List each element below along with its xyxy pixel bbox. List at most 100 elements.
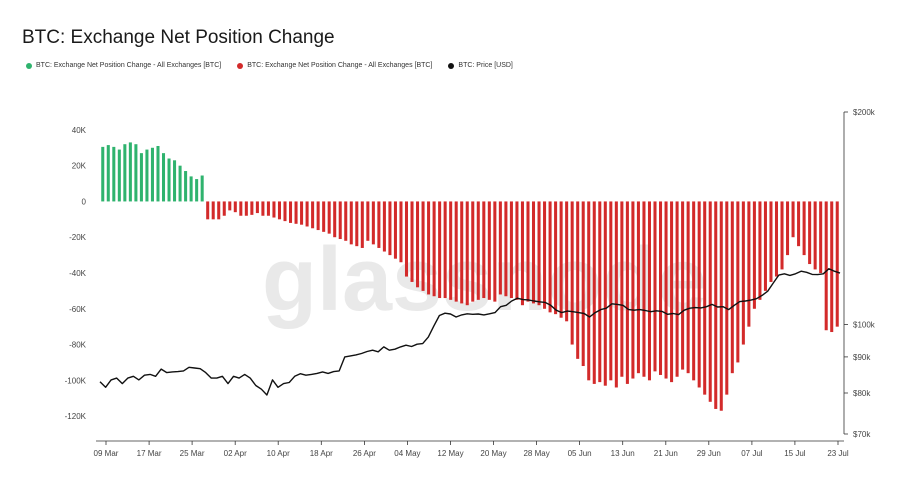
bar (432, 201, 436, 297)
bar (228, 201, 232, 211)
bar (371, 201, 375, 245)
x-tick-label: 26 Apr (353, 449, 376, 458)
bar (653, 201, 657, 372)
bar (128, 142, 132, 202)
y-left-tick-label: 40K (72, 126, 87, 135)
y-left-tick-label: -40K (69, 269, 87, 278)
bar (620, 201, 624, 377)
x-tick-label: 25 Mar (180, 449, 205, 458)
bar (681, 201, 685, 370)
bar (261, 201, 265, 216)
bar (471, 201, 475, 302)
bar (189, 176, 193, 202)
x-tick-label: 18 Apr (310, 449, 333, 458)
legend-item-price[interactable]: BTC: Price [USD] (448, 62, 513, 69)
bar (763, 201, 767, 291)
bar (184, 171, 188, 202)
x-tick-label: 09 Mar (94, 449, 119, 458)
bars-group (101, 142, 839, 411)
bar (106, 145, 110, 202)
bar (311, 201, 315, 229)
bar (460, 201, 464, 304)
y-right-tick-label: $200k (853, 108, 876, 117)
bar (300, 201, 304, 225)
bar (117, 149, 121, 202)
bar (736, 201, 740, 363)
bar (427, 201, 431, 295)
bar (797, 201, 801, 247)
bar (813, 201, 817, 270)
legend-label-price: BTC: Price [USD] (458, 62, 513, 69)
bar (526, 201, 530, 302)
bar (752, 201, 756, 309)
bar (598, 201, 602, 383)
legend: BTC: Exchange Net Position Change - All … (26, 62, 513, 69)
bar (592, 201, 596, 384)
bar (780, 201, 784, 270)
legend-dot-positive (26, 62, 32, 69)
y-left-tick-label: 20K (72, 162, 87, 171)
bar (670, 201, 674, 383)
y-left-tick-label: -100K (65, 376, 87, 385)
x-tick-label: 21 Jun (654, 449, 678, 458)
bar (233, 201, 237, 213)
bar (543, 201, 547, 309)
bar (250, 201, 254, 215)
bar (554, 201, 558, 315)
price-line-group (99, 268, 841, 396)
y-right-tick-label: $80k (853, 389, 871, 398)
bar (355, 201, 359, 247)
bar (747, 201, 751, 327)
legend-item-negative[interactable]: BTC: Exchange Net Position Change - All … (237, 62, 432, 69)
bar (200, 175, 204, 202)
bar (647, 201, 651, 381)
bar (769, 201, 773, 282)
bar (498, 201, 502, 295)
y-right-tick-label: $100k (853, 321, 876, 330)
bar (515, 201, 519, 300)
bar (421, 201, 425, 291)
x-tick-label: 17 Mar (137, 449, 162, 458)
bar (156, 145, 160, 202)
bar (344, 201, 348, 241)
bar (835, 201, 839, 327)
x-tick-label: 07 Jul (741, 449, 763, 458)
bar (504, 201, 508, 297)
bar (609, 201, 613, 381)
bar (377, 201, 381, 248)
bar (548, 201, 552, 313)
bar (388, 201, 392, 256)
y-left-tick-label: -60K (69, 305, 87, 314)
bar (255, 201, 259, 214)
bar (559, 201, 563, 318)
bar (642, 201, 646, 377)
legend-item-positive[interactable]: BTC: Exchange Net Position Change - All … (26, 62, 221, 69)
bar (112, 146, 116, 202)
bar (294, 201, 298, 224)
bar (819, 201, 823, 273)
bar (399, 201, 403, 263)
bar (786, 201, 790, 256)
bar (167, 158, 171, 202)
bar (139, 153, 143, 202)
bar (333, 201, 337, 238)
bar (206, 201, 210, 220)
bar (178, 165, 182, 202)
bar (322, 201, 326, 232)
y-right-tick-label: $90k (853, 353, 871, 362)
bar (537, 201, 541, 306)
bar (725, 201, 729, 395)
legend-label-negative: BTC: Exchange Net Position Change - All … (247, 62, 433, 69)
y-left-tick-label: -20K (69, 233, 87, 242)
bar (305, 201, 309, 227)
x-tick-label: 23 Jul (827, 449, 849, 458)
bar (686, 201, 690, 374)
bar (404, 201, 409, 277)
bar (217, 201, 221, 220)
y-right-tick-label: $70k (853, 430, 871, 439)
bar (587, 201, 591, 381)
bar (349, 201, 353, 245)
bar (211, 201, 215, 220)
bar (697, 201, 701, 388)
bar (774, 201, 779, 277)
